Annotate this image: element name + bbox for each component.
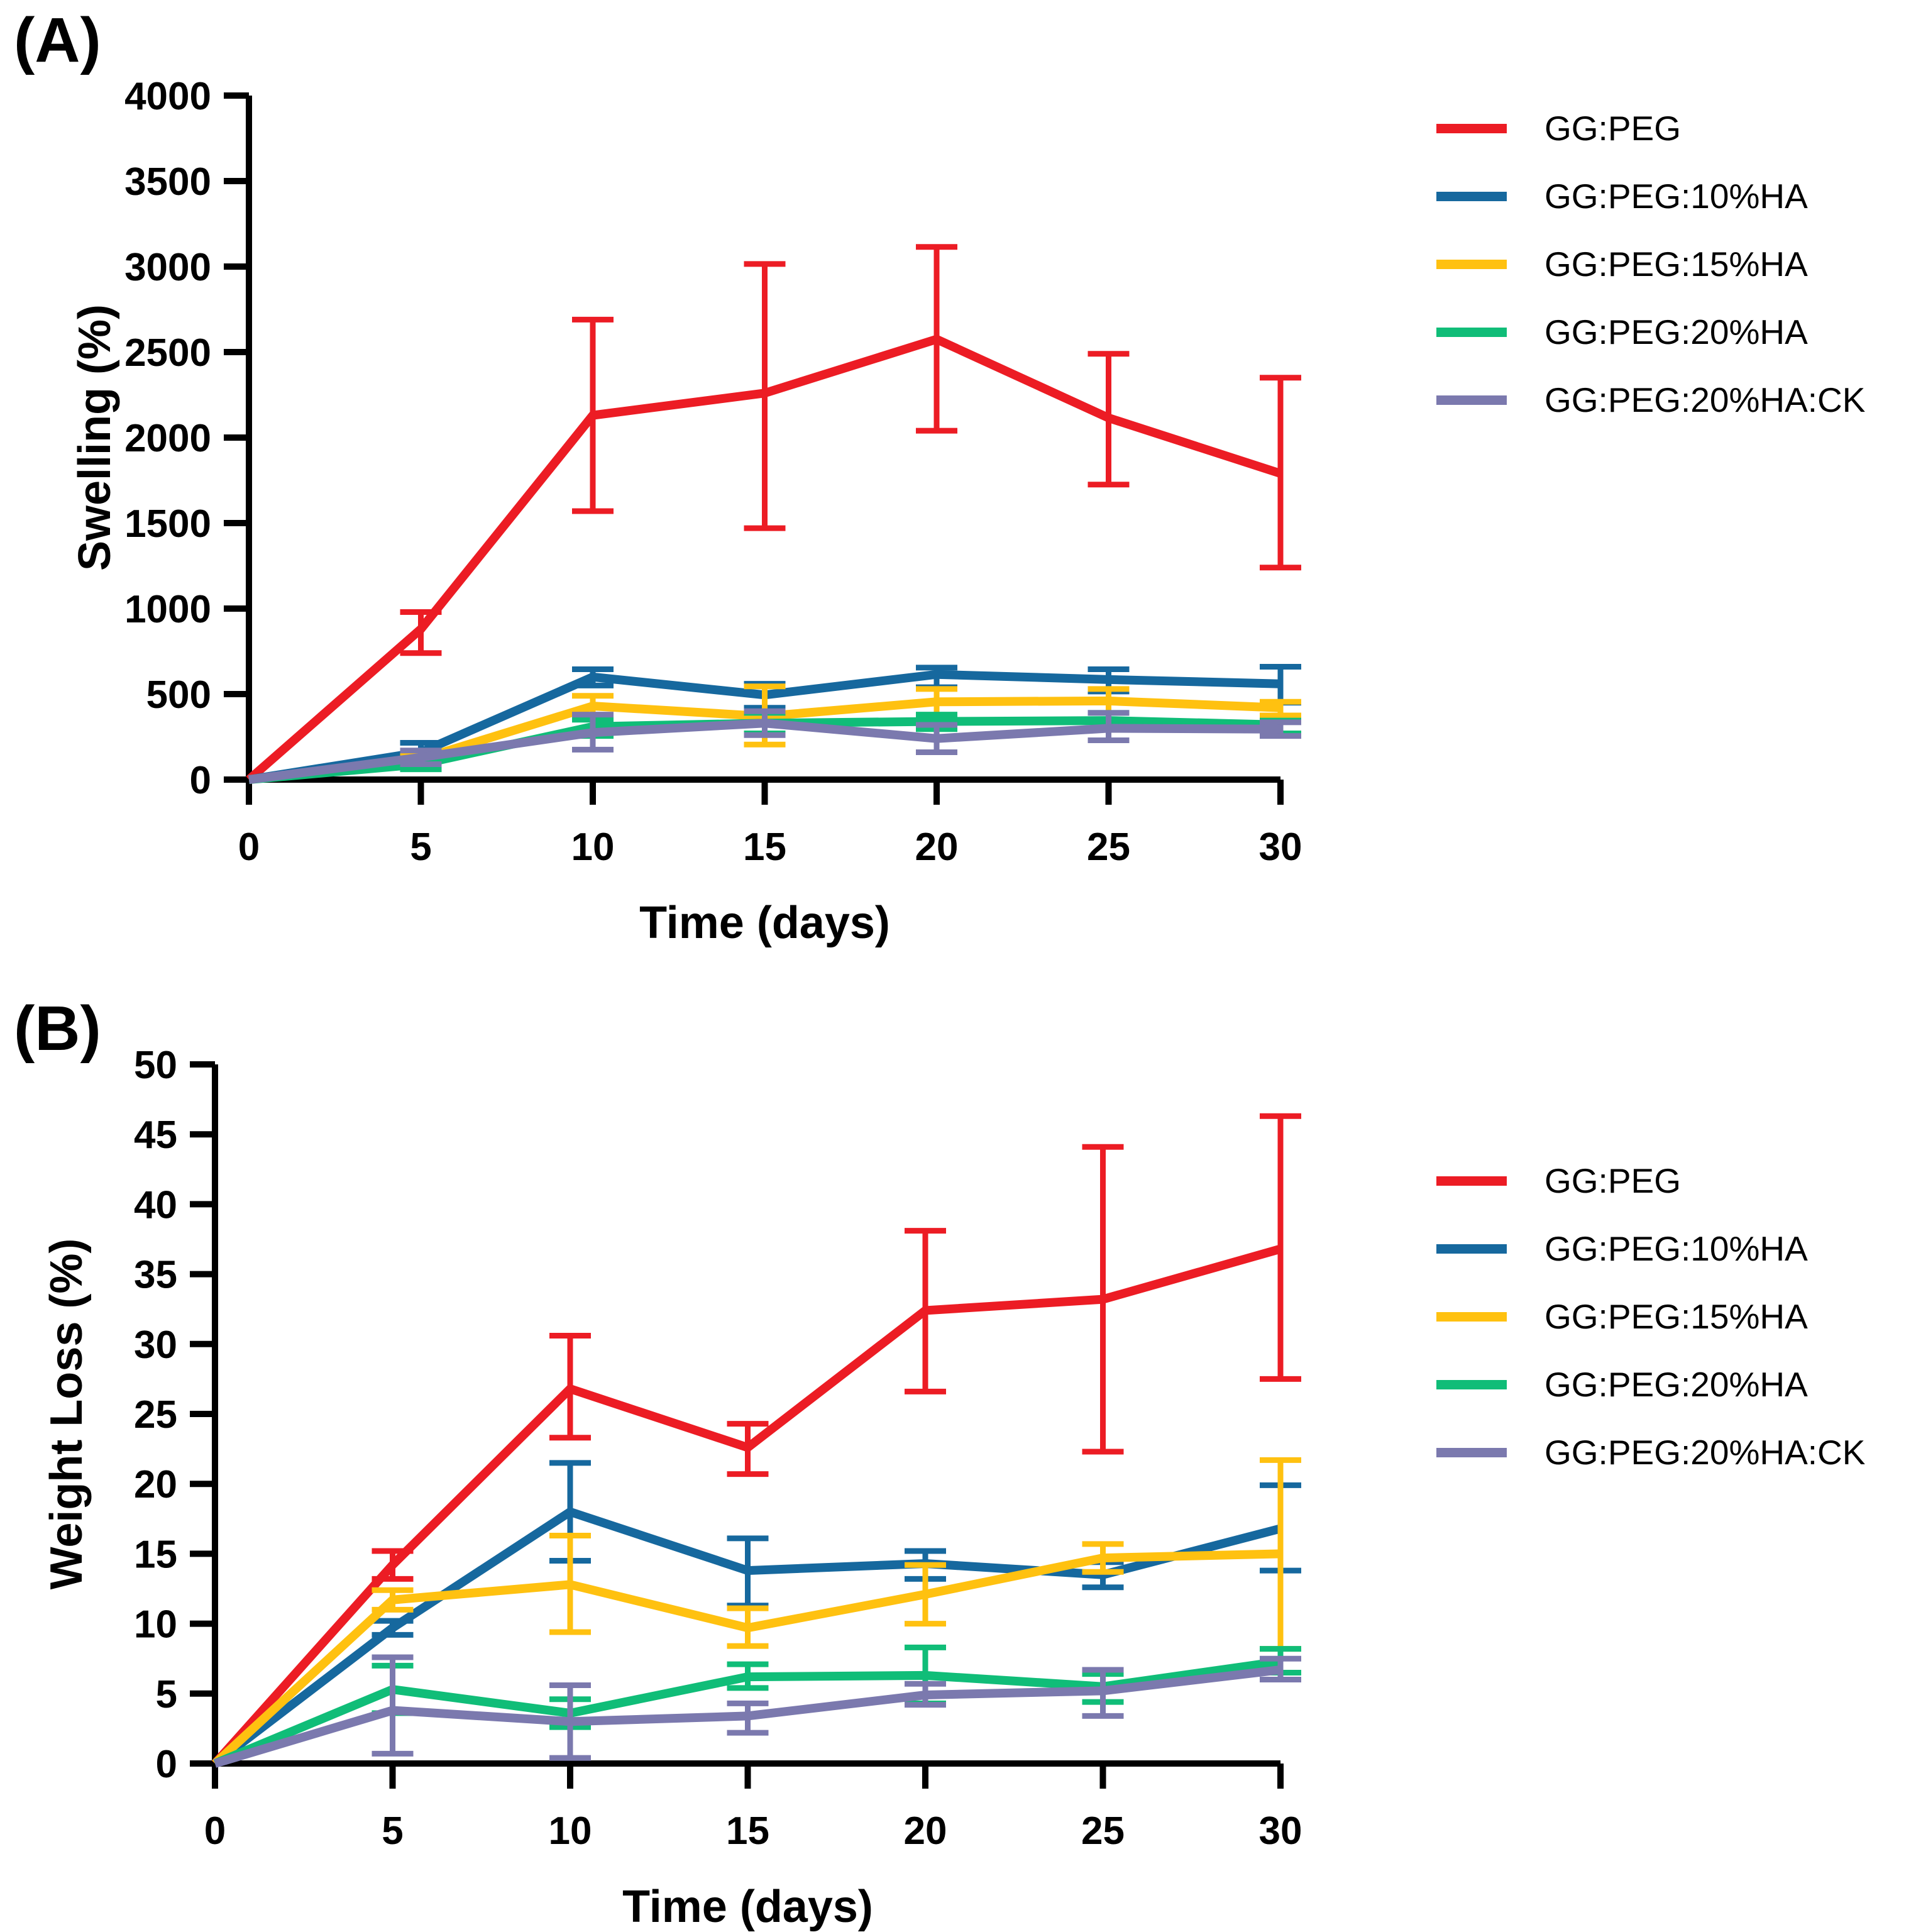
x-tick-label: 5: [382, 1809, 403, 1853]
series-GG:PEG: [246, 244, 1301, 783]
x-tick-label: 15: [743, 825, 786, 869]
series-line-GG:PEG:20%HA:CK: [248, 719, 1281, 784]
panel-b-label: (B): [14, 993, 101, 1064]
legend-label: GG:PEG:20%HA: [1544, 1365, 1808, 1404]
legend-item: GG:PEG:20%HA:CK: [1436, 366, 1865, 434]
legend-swatch-line-icon: [1436, 395, 1507, 405]
series-line-GG:PEG:15%HA: [212, 1549, 1281, 1767]
y-tick-label: 10: [134, 1603, 177, 1647]
series-GG:PEG:20%HA:CK: [248, 708, 1301, 784]
x-tick-label: 20: [915, 825, 959, 869]
y-tick-label: 4000: [124, 75, 211, 118]
legend-swatch-line-icon: [1436, 191, 1507, 201]
series-line-GG:PEG:20%HA:CK: [213, 1665, 1281, 1768]
legend-swatch-line-icon: [1436, 327, 1507, 337]
series-GG:PEG: [211, 1113, 1301, 1767]
y-tick-label: 2500: [124, 331, 211, 375]
y-axis-title: Swelling (%): [70, 304, 120, 571]
y-tick-label: 20: [134, 1463, 177, 1506]
series-line-GG:PEG: [246, 334, 1282, 783]
legend-label: GG:PEG:20%HA:CK: [1544, 380, 1866, 419]
legend-item: GG:PEG: [1436, 1147, 1865, 1215]
y-tick-label: 1000: [124, 588, 211, 631]
x-tick-label: 15: [726, 1809, 769, 1853]
legend-item: GG:PEG:20%HA: [1436, 1350, 1865, 1418]
x-tick-label: 30: [1259, 825, 1302, 869]
legend-item: GG:PEG:15%HA: [1436, 1283, 1865, 1350]
x-tick-label: 10: [549, 1809, 592, 1853]
chart-panel-(B): 0 5 10 15 20 25 30 35 40 45 50 0 5 10 15 20 25 30 Time (da…: [41, 1044, 1302, 1932]
x-tick-label: 10: [571, 825, 615, 869]
legend-item: GG:PEG: [1436, 94, 1865, 162]
y-axis-title: Weight Loss (%): [41, 1239, 92, 1590]
legend-panel-a: GG:PEG GG:PEG:10%HA GG:PEG:15%HA GG:PEG:20%…: [1436, 94, 1865, 434]
y-tick-label: 0: [190, 759, 211, 802]
x-tick-label: 0: [204, 1809, 226, 1853]
legend-swatch-line-icon: [1436, 123, 1507, 133]
legend-swatch-line-icon: [1436, 1311, 1507, 1322]
y-tick-label: 25: [134, 1393, 177, 1437]
y-tick-label: 15: [134, 1533, 177, 1576]
legend-item: GG:PEG:15%HA: [1436, 230, 1865, 298]
x-axis-title: Time (days): [639, 898, 890, 948]
y-tick-label: 3000: [124, 246, 211, 289]
x-tick-label: 30: [1259, 1809, 1302, 1853]
y-tick-label: 2000: [124, 417, 211, 460]
legend-label: GG:PEG:20%HA: [1544, 312, 1808, 351]
legend-label: GG:PEG: [1544, 109, 1681, 148]
legend-swatch-line-icon: [1436, 1244, 1507, 1254]
y-tick-label: 1500: [124, 502, 211, 546]
legend-label: GG:PEG:10%HA: [1544, 1229, 1808, 1268]
legend-label: GG:PEG: [1544, 1161, 1681, 1200]
legend-label: GG:PEG:15%HA: [1544, 245, 1808, 284]
y-tick-label: 5: [156, 1673, 177, 1716]
legend-swatch-line-icon: [1436, 259, 1507, 269]
y-tick-label: 500: [146, 673, 211, 717]
legend-item: GG:PEG:20%HA: [1436, 298, 1865, 366]
y-tick-label: 45: [134, 1113, 177, 1157]
series-line-GG:PEG: [211, 1244, 1282, 1767]
panel-a-label: (A): [14, 5, 101, 75]
y-tick-label: 3500: [124, 160, 211, 204]
legend-swatch-line-icon: [1436, 1447, 1507, 1457]
chart-panel-(A): 0 500 1000 1500 2000 2500 3000 3500 4000 0 5 10 15 20…: [70, 75, 1302, 948]
series-GG:PEG:15%HA: [212, 1457, 1301, 1767]
legend-item: GG:PEG:20%HA:CK: [1436, 1418, 1865, 1486]
x-tick-label: 20: [904, 1809, 947, 1853]
y-tick-label: 30: [134, 1323, 177, 1367]
y-tick-label: 35: [134, 1254, 177, 1297]
legend-item: GG:PEG:10%HA: [1436, 162, 1865, 230]
y-tick-label: 50: [134, 1044, 177, 1087]
x-axis-title: Time (days): [622, 1882, 873, 1932]
series-GG:PEG:20%HA:CK: [213, 1654, 1301, 1768]
legend-swatch-line-icon: [1436, 1176, 1507, 1186]
y-tick-label: 40: [134, 1183, 177, 1227]
y-tick-label: 0: [156, 1743, 177, 1786]
x-tick-label: 0: [238, 825, 260, 869]
legend-label: GG:PEG:15%HA: [1544, 1297, 1808, 1336]
x-tick-label: 25: [1081, 1809, 1125, 1853]
x-tick-label: 5: [410, 825, 431, 869]
legend-panel-b: GG:PEG GG:PEG:10%HA GG:PEG:15%HA GG:PEG:20%…: [1436, 1147, 1865, 1486]
legend-swatch-line-icon: [1436, 1379, 1507, 1389]
x-tick-label: 25: [1087, 825, 1130, 869]
legend-label: GG:PEG:10%HA: [1544, 177, 1808, 216]
legend-item: GG:PEG:10%HA: [1436, 1215, 1865, 1283]
legend-label: GG:PEG:20%HA:CK: [1544, 1433, 1866, 1472]
